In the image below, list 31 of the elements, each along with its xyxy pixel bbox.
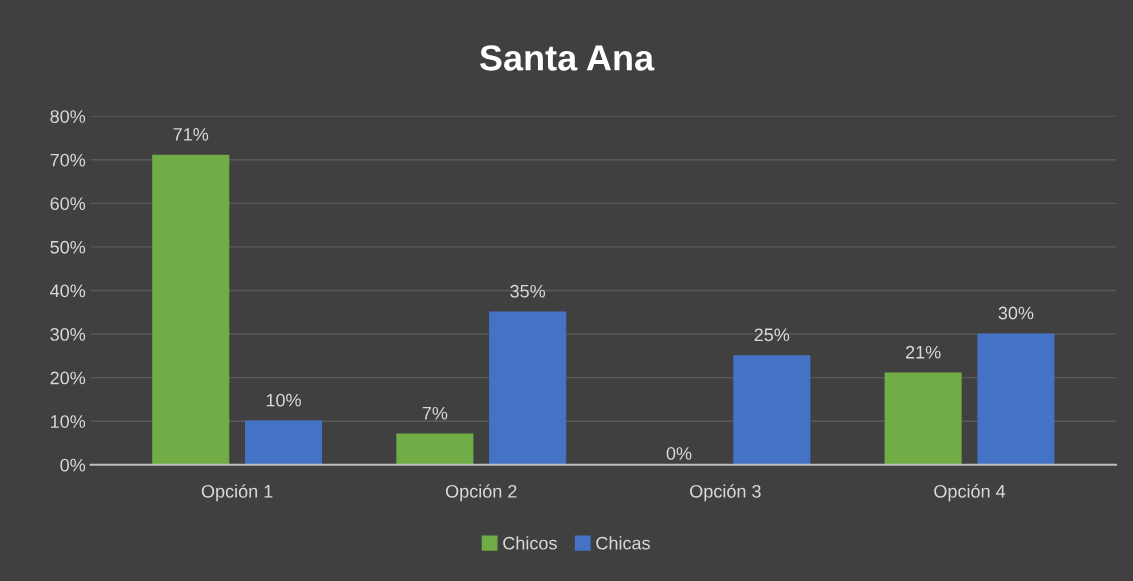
data-label: 0% bbox=[666, 447, 692, 460]
y-tick-label: 60% bbox=[50, 197, 86, 211]
bar bbox=[244, 420, 323, 465]
data-label: 25% bbox=[754, 328, 790, 342]
data-label: 35% bbox=[510, 284, 546, 298]
data-label: 7% bbox=[422, 406, 448, 420]
y-tick-label: 0% bbox=[60, 458, 86, 472]
bar bbox=[884, 372, 962, 465]
y-tick-label: 50% bbox=[50, 240, 86, 254]
x-tick-label: Opción 3 bbox=[690, 484, 761, 502]
y-tick-label: 20% bbox=[50, 371, 86, 385]
data-label: 10% bbox=[266, 393, 301, 407]
chart-title: Santa Ana bbox=[479, 45, 655, 71]
data-label: 21% bbox=[905, 345, 941, 359]
legend-label: Chicas bbox=[596, 536, 650, 550]
data-label: 30% bbox=[998, 306, 1034, 320]
y-tick-label: 40% bbox=[50, 284, 86, 298]
bar bbox=[977, 333, 1055, 465]
y-tick-label: 70% bbox=[50, 153, 86, 167]
bar bbox=[489, 311, 567, 465]
x-tick-label: Opción 2 bbox=[445, 484, 517, 502]
bar bbox=[396, 433, 474, 465]
data-label: 71% bbox=[173, 128, 209, 141]
y-tick-label: 10% bbox=[51, 415, 86, 428]
x-tick-label: Opción 4 bbox=[934, 484, 1006, 502]
y-tick-label: 80% bbox=[50, 110, 86, 123]
x-tick-label: Opción 1 bbox=[201, 484, 273, 502]
y-tick-label: 30% bbox=[50, 328, 86, 341]
bar bbox=[152, 154, 230, 465]
legend-label: Chicos bbox=[503, 536, 557, 550]
bar bbox=[733, 355, 811, 465]
